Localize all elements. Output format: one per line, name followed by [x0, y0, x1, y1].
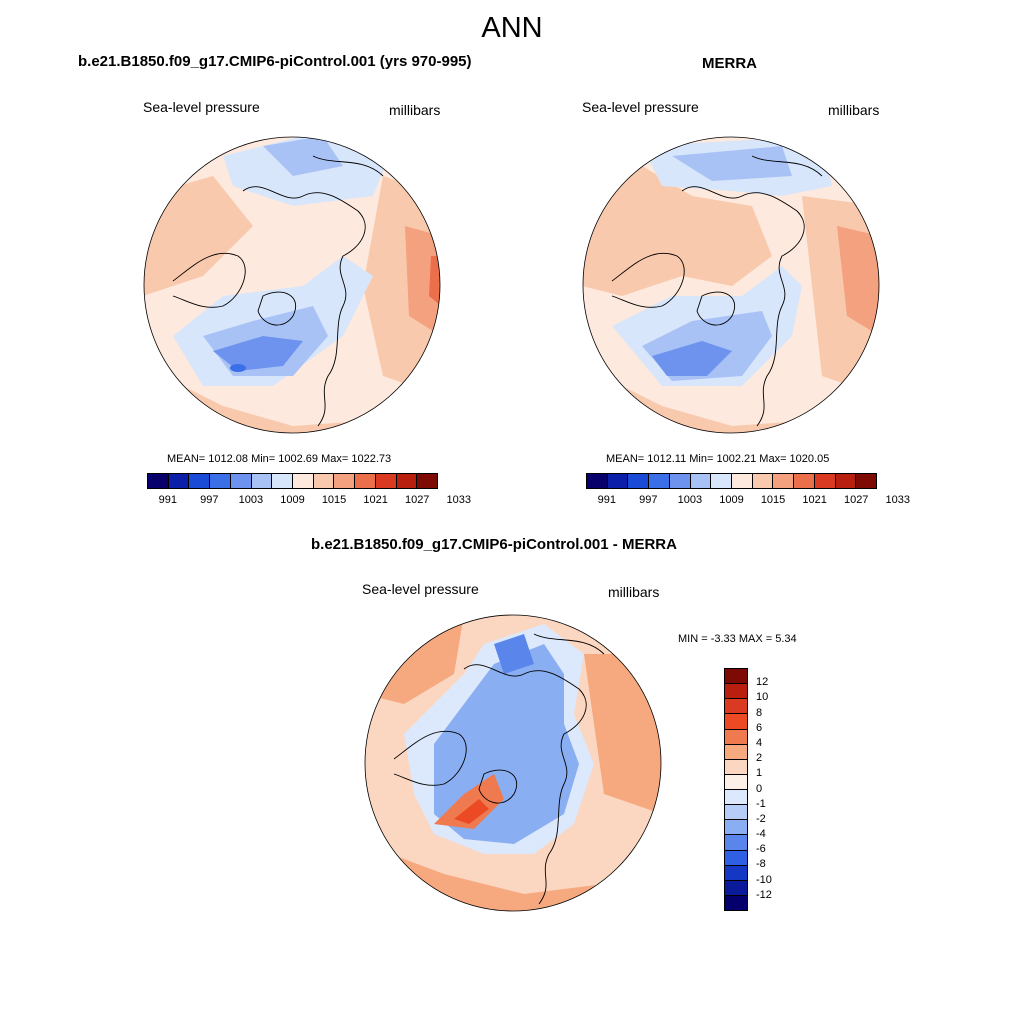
- colorbar-tick-label: 1021: [802, 494, 827, 506]
- panel-diff-stats: MIN = -3.33 MAX = 5.34: [678, 633, 797, 645]
- colorbar-swatch: [725, 819, 747, 835]
- panel-diff-units: millibars: [608, 584, 660, 600]
- colorbar-swatch: [793, 474, 814, 488]
- colorbar-tick-label: 1033: [885, 494, 911, 506]
- colorbar-swatch: [354, 474, 375, 488]
- colorbar-swatch: [689, 474, 711, 488]
- colorbar-swatch: [751, 474, 773, 488]
- panel-model-title: b.e21.B1850.f09_g17.CMIP6-piControl.001 …: [78, 53, 472, 70]
- colorbar-tick-label: 1003: [238, 494, 264, 506]
- colorbar-swatch: [834, 474, 856, 488]
- panel-diff-variable: Sea-level pressure: [362, 581, 479, 597]
- colorbar-swatch: [188, 474, 210, 488]
- colorbar-tick-label: 997: [200, 494, 219, 506]
- colorbar-tick-label: 1: [756, 767, 763, 780]
- colorbar-tick-label: 1015: [760, 494, 786, 506]
- colorbar-obs-labels: 991 997 1003 1009 1015 1021 1027 1033: [586, 494, 910, 508]
- colorbar-tick-label: 10: [756, 691, 769, 704]
- panel-obs-units: millibars: [828, 102, 880, 118]
- panel-model-units: millibars: [389, 102, 441, 118]
- panel-model-stats: MEAN= 1012.08 Min= 1002.69 Max= 1022.73: [167, 453, 392, 465]
- colorbar-swatch: [627, 474, 649, 488]
- colorbar-swatch: [725, 804, 747, 820]
- panel-diff-title: b.e21.B1850.f09_g17.CMIP6-piControl.001 …: [311, 536, 677, 553]
- colorbar-swatch: [731, 474, 752, 488]
- colorbar-diff-labels: 12 10 8 6 4 2 1 0 -1 -2 -4 -6 -8 -10 -12: [756, 668, 796, 911]
- colorbar-tick-label: 1033: [446, 494, 472, 506]
- colorbar-swatch: [725, 849, 747, 865]
- colorbar-swatch: [209, 474, 230, 488]
- colorbar-tick-label: 2: [756, 752, 763, 765]
- colorbar-tick-label: -4: [756, 828, 766, 841]
- colorbar-tick-label: 991: [597, 494, 616, 506]
- colorbar-swatch: [587, 474, 607, 488]
- colorbar-tick-label: 4: [756, 736, 763, 749]
- colorbar-swatch: [725, 743, 747, 759]
- colorbar-swatch: [725, 669, 747, 684]
- colorbar-tick-label: 8: [756, 706, 763, 719]
- colorbar-tick-label: -12: [756, 888, 772, 901]
- colorbar-tick-label: 1015: [321, 494, 347, 506]
- colorbar-swatch: [725, 789, 747, 805]
- colorbar-obs: [586, 473, 877, 489]
- colorbar-tick-label: -2: [756, 812, 766, 825]
- panel-obs-stats: MEAN= 1012.11 Min= 1002.21 Max= 1020.05: [606, 453, 830, 465]
- colorbar-swatch: [292, 474, 313, 488]
- colorbar-swatch: [312, 474, 334, 488]
- colorbar-swatch: [725, 879, 747, 895]
- colorbar-swatch: [606, 474, 628, 488]
- colorbar-tick-label: -10: [756, 873, 772, 886]
- map-obs-slp: [582, 136, 880, 434]
- colorbar-swatch: [725, 713, 747, 729]
- colorbar-swatch: [725, 758, 747, 774]
- colorbar-swatch: [648, 474, 669, 488]
- colorbar-swatch: [710, 474, 732, 488]
- colorbar-tick-label: 1003: [677, 494, 703, 506]
- colorbar-tick-label: 1009: [280, 494, 305, 506]
- colorbar-swatch: [725, 728, 747, 744]
- panel-obs-variable: Sea-level pressure: [582, 99, 699, 115]
- colorbar-tick-label: -6: [756, 843, 766, 856]
- colorbar-swatch: [855, 474, 877, 488]
- map-model-slp: [143, 136, 441, 434]
- colorbar-model: [147, 473, 438, 489]
- colorbar-tick-label: 1021: [363, 494, 388, 506]
- colorbar-swatch: [229, 474, 251, 488]
- colorbar-swatch: [725, 698, 747, 714]
- colorbar-swatch: [333, 474, 355, 488]
- colorbar-swatch: [772, 474, 794, 488]
- colorbar-tick-label: 1009: [719, 494, 744, 506]
- panel-model-variable: Sea-level pressure: [143, 99, 260, 115]
- colorbar-diff: [724, 668, 748, 911]
- colorbar-tick-label: -1: [756, 797, 766, 810]
- colorbar-tick-label: 1027: [843, 494, 869, 506]
- colorbar-swatch: [271, 474, 293, 488]
- colorbar-tick-label: 6: [756, 721, 763, 734]
- figure-title: ANN: [481, 12, 543, 44]
- colorbar-swatch: [148, 474, 168, 488]
- colorbar-swatch: [725, 834, 747, 850]
- colorbar-swatch: [725, 773, 747, 789]
- colorbar-model-labels: 991 997 1003 1009 1015 1021 1027 1033: [147, 494, 471, 508]
- colorbar-swatch: [395, 474, 417, 488]
- colorbar-swatch: [813, 474, 835, 488]
- colorbar-tick-label: 991: [158, 494, 177, 506]
- colorbar-tick-label: 0: [756, 782, 763, 795]
- colorbar-tick-label: 997: [639, 494, 658, 506]
- colorbar-tick-label: -8: [756, 858, 766, 871]
- colorbar-swatch: [416, 474, 438, 488]
- colorbar-swatch: [725, 683, 747, 699]
- colorbar-swatch: [725, 864, 747, 880]
- colorbar-tick-label: 12: [756, 676, 769, 689]
- colorbar-swatch: [725, 894, 747, 910]
- map-diff-slp: [364, 614, 662, 912]
- colorbar-swatch: [250, 474, 272, 488]
- colorbar-swatch: [668, 474, 690, 488]
- colorbar-swatch: [167, 474, 189, 488]
- panel-obs-title: MERRA: [702, 55, 757, 72]
- colorbar-swatch: [374, 474, 396, 488]
- colorbar-tick-label: 1027: [404, 494, 430, 506]
